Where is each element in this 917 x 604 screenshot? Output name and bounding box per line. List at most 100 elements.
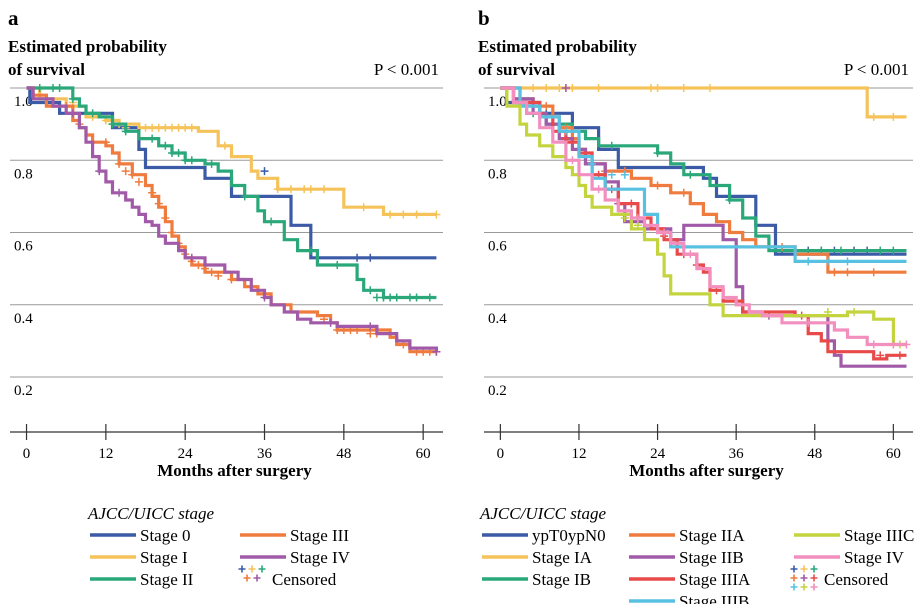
censor-mark-stage-ii	[267, 217, 276, 226]
legend-censor-mark	[253, 574, 261, 582]
plot-area	[26, 84, 441, 356]
censor-mark-stage-ia	[889, 112, 898, 121]
censor-mark-stage-iia	[843, 268, 852, 277]
censor-mark-stage-iv	[68, 109, 77, 118]
censor-mark-stage-iv	[889, 340, 898, 349]
censor-mark-stage-i	[432, 210, 441, 219]
legend-censor-mark	[248, 565, 256, 573]
censor-mark-stage-iii	[128, 170, 137, 179]
censor-mark-stage-i	[386, 210, 395, 219]
censor-mark-stage-iia	[653, 181, 662, 190]
censor-mark-stage-iii	[207, 268, 216, 277]
censor-mark-stage-iii	[227, 275, 236, 284]
censor-mark-stage-ia	[542, 84, 551, 92]
censor-mark-stage-iv	[633, 214, 642, 223]
p-value: P < 0.001	[844, 60, 909, 79]
censor-mark-stage-i	[320, 185, 329, 194]
censor-mark-stage-iiib	[607, 170, 616, 179]
legend-label-stage-iiib: Stage IIIB	[679, 592, 749, 604]
legend-label-stage-iv: Stage IV	[290, 548, 351, 567]
censor-mark-stage-ia	[679, 84, 688, 92]
legend-title: AJCC/UICC stage	[87, 504, 215, 523]
censor-mark-stage-iiib	[804, 257, 813, 266]
censor-mark-stage-iia	[869, 268, 878, 277]
p-value: P < 0.001	[374, 60, 439, 79]
censor-mark-stage-ib	[876, 246, 885, 255]
legend-censor-mark	[790, 583, 798, 591]
censor-mark-stage-ii	[148, 134, 157, 143]
y-tick-label: 0.4	[488, 311, 507, 327]
censor-mark-stage-i	[286, 185, 295, 194]
censor-mark-stage-ii	[121, 127, 130, 136]
legend-censor-mark	[258, 565, 266, 573]
censor-mark-stage-ii	[240, 192, 249, 201]
censor-mark-stage-iii	[134, 177, 143, 186]
censor-mark-stage-iv	[869, 340, 878, 349]
legend-censor-mark	[810, 583, 818, 591]
censor-mark-stage-iia	[542, 102, 551, 111]
x-tick-label: 24	[650, 446, 666, 462]
series-line-stage-0	[26, 86, 437, 260]
censor-mark-stage-0	[366, 253, 375, 262]
legend-label-stage-iiia: Stage IIIA	[679, 570, 751, 589]
censor-mark-stage-ib	[725, 195, 734, 204]
x-axis-label: Months after surgery	[629, 461, 784, 480]
censor-mark-stage-iiia	[876, 351, 885, 360]
censor-mark-stage-iii	[115, 159, 124, 168]
y-axis-label-line1: Estimated probability	[478, 37, 637, 56]
legend-label-censored: Censored	[272, 570, 337, 589]
censor-mark-stage-iia	[679, 188, 688, 197]
censor-mark-stage-ii	[68, 94, 77, 103]
panel-label: b	[478, 6, 490, 30]
censor-mark-stage-iii	[214, 271, 223, 280]
y-tick-label: 0.4	[14, 311, 33, 327]
censor-mark-stage-ia	[869, 112, 878, 121]
y-tick-label: 0.8	[14, 166, 33, 182]
legend-censor-mark	[800, 574, 808, 582]
x-axis-label: Months after surgery	[157, 461, 312, 480]
censor-mark-stage-iiib	[588, 159, 597, 168]
censor-mark-stage-iiic	[823, 307, 832, 316]
plot-area	[500, 84, 911, 368]
legend-censor-mark	[238, 565, 246, 573]
series-line-stage-iia	[500, 86, 907, 274]
censor-mark-stage-iv	[660, 228, 669, 237]
censor-mark-stage-iiic	[850, 307, 859, 316]
censor-mark-stage-iiib	[843, 257, 852, 266]
censor-mark-stage-iiib	[620, 170, 629, 179]
censor-mark-stage-iii	[161, 214, 170, 223]
censor-mark-stage-ia	[594, 84, 603, 92]
series-line-stage-iv	[26, 86, 438, 352]
censor-mark-stage-iv	[95, 167, 104, 176]
censor-mark-stage-ii	[425, 293, 434, 302]
legend-label-stage-iii: Stage III	[290, 526, 349, 545]
censor-mark-stage-ib	[686, 170, 695, 179]
censor-mark-stage-ii	[161, 141, 170, 150]
legend-label-stage-0: Stage 0	[140, 526, 191, 545]
legend-censor-mark	[790, 565, 798, 573]
censor-mark-stage-iv	[902, 340, 911, 349]
censor-mark-stage-iv	[366, 322, 375, 331]
censor-mark-stage-iiic	[633, 221, 642, 230]
legend: AJCC/UICC stage Stage 0 Stage I Stage II Sta…	[87, 504, 351, 589]
x-tick-label: 36	[729, 446, 745, 462]
series-line-ypt0ypn0	[500, 86, 907, 256]
legend-label-stage-iia: Stage IIA	[679, 526, 745, 545]
censor-mark-stage-ii	[187, 156, 196, 165]
series-line-stage-iv	[500, 86, 907, 347]
legend-title: AJCC/UICC stage	[479, 504, 607, 523]
censor-mark-stage-iv	[568, 156, 577, 165]
y-tick-label: 0.2	[14, 383, 33, 399]
x-tick-label: 48	[336, 446, 351, 462]
censor-mark-stage-ia	[705, 84, 714, 92]
legend-label-stage-ii: Stage II	[140, 570, 194, 589]
x-tick-label: 12	[98, 446, 113, 462]
censor-mark-stage-iv	[326, 318, 335, 327]
censor-mark-stage-0	[260, 167, 269, 176]
censor-mark-stage-ii	[412, 293, 421, 302]
legend-label-ypt0ypn0: ypT0ypN0	[532, 526, 606, 545]
censor-mark-stage-iv	[187, 253, 196, 262]
censor-mark-stage-iii	[154, 199, 163, 208]
censor-mark-stage-ii	[207, 159, 216, 168]
